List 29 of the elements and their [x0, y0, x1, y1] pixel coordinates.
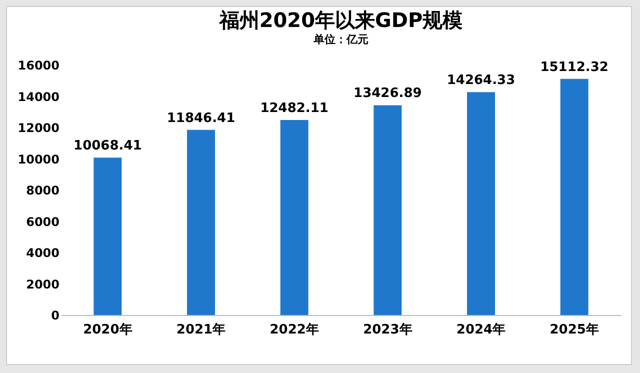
y-tick-label: 10000 [18, 152, 60, 166]
bar [280, 120, 308, 315]
y-tick-label: 14000 [18, 90, 60, 104]
y-tick-label: 0 [51, 308, 60, 322]
bar [467, 92, 495, 315]
x-tick-label: 2024年 [456, 322, 506, 338]
x-tick-label: 2022年 [270, 322, 319, 338]
bar [560, 78, 588, 315]
y-tick-label: 6000 [26, 214, 60, 229]
x-tick-label: 2021年 [176, 322, 226, 338]
y-tick-label: 8000 [26, 184, 60, 198]
x-tick-label: 2020年 [83, 322, 132, 338]
data-label: 10068.41 [74, 138, 142, 154]
data-label: 12482.11 [260, 100, 328, 116]
bar [94, 158, 122, 315]
data-label: 14264.33 [446, 73, 516, 88]
y-tick-label: 16000 [18, 58, 60, 72]
y-tick-label: 12000 [18, 121, 60, 135]
x-tick-label: 2025年 [550, 322, 599, 338]
data-label: 11846.41 [166, 110, 236, 126]
x-tick-label: 2023年 [363, 322, 412, 338]
data-label: 13426.89 [354, 86, 422, 102]
chart-subtitle: 单位：亿元 [312, 33, 368, 46]
data-label: 15112.32 [540, 60, 608, 75]
chart-title: 福州2020年以来GDP规模 [218, 8, 463, 32]
y-tick-label: 2000 [26, 277, 60, 292]
bar [374, 105, 402, 315]
y-tick-label: 4000 [26, 246, 60, 260]
bar [187, 130, 215, 315]
